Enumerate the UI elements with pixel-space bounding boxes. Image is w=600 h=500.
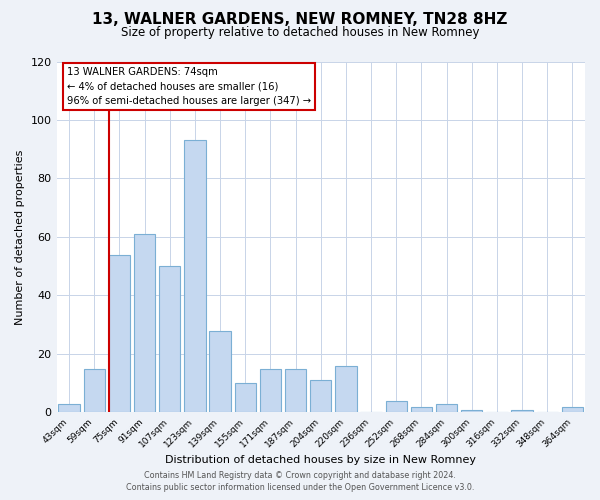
Bar	[562, 406, 583, 412]
Bar	[436, 404, 457, 412]
Bar	[310, 380, 331, 412]
Bar	[134, 234, 155, 412]
Bar	[209, 330, 231, 412]
Bar	[58, 404, 80, 412]
Text: Size of property relative to detached houses in New Romney: Size of property relative to detached ho…	[121, 26, 479, 39]
Text: 13 WALNER GARDENS: 74sqm
← 4% of detached houses are smaller (16)
96% of semi-de: 13 WALNER GARDENS: 74sqm ← 4% of detache…	[67, 67, 311, 106]
Text: Contains HM Land Registry data © Crown copyright and database right 2024.
Contai: Contains HM Land Registry data © Crown c…	[126, 471, 474, 492]
Bar	[386, 401, 407, 412]
Y-axis label: Number of detached properties: Number of detached properties	[15, 150, 25, 324]
Bar	[235, 383, 256, 412]
Bar	[511, 410, 533, 412]
Bar	[335, 366, 356, 412]
Bar	[159, 266, 181, 412]
Bar	[109, 254, 130, 412]
Bar	[461, 410, 482, 412]
X-axis label: Distribution of detached houses by size in New Romney: Distribution of detached houses by size …	[165, 455, 476, 465]
Text: 13, WALNER GARDENS, NEW ROMNEY, TN28 8HZ: 13, WALNER GARDENS, NEW ROMNEY, TN28 8HZ	[92, 12, 508, 28]
Bar	[285, 368, 307, 412]
Bar	[184, 140, 206, 412]
Bar	[411, 406, 432, 412]
Bar	[83, 368, 105, 412]
Bar	[260, 368, 281, 412]
